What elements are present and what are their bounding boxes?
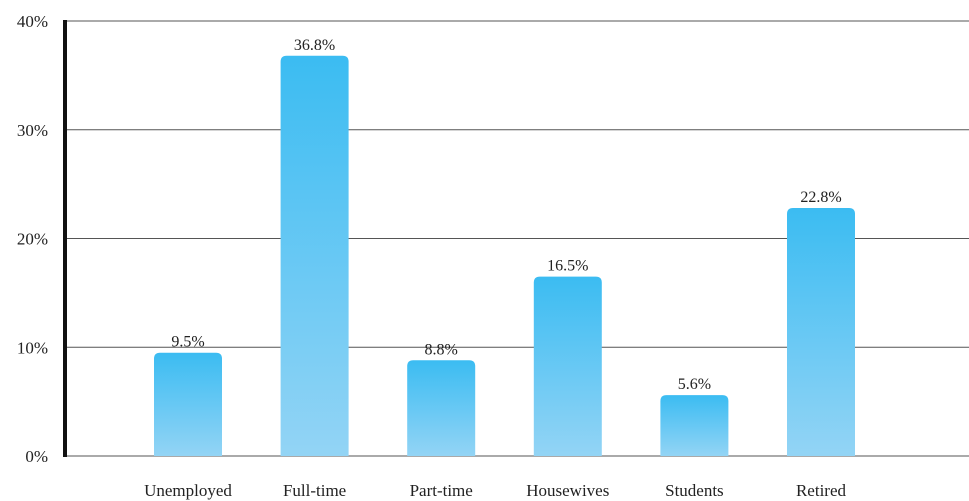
x-category-label: Housewives [526, 481, 609, 500]
x-axis-categories: Unemployed Full-time Part-time Housewives St… [144, 481, 846, 500]
y-axis-ticks: 0% 10% 20% 30% 40% [17, 12, 48, 466]
x-category-label: Retired [796, 481, 847, 500]
data-label: 36.8% [294, 37, 335, 54]
bar-students [660, 395, 729, 456]
x-category-label: Part-time [410, 481, 473, 500]
bar-unemployed [154, 352, 222, 456]
y-tick-label: 10% [17, 338, 48, 357]
bar-full-time [280, 55, 349, 457]
y-tick-label: 30% [17, 121, 48, 140]
data-labels: 9.5% 36.8% 8.8% 16.5% 5.6% 22.8% [171, 37, 841, 393]
y-tick-label: 20% [17, 230, 48, 249]
data-label: 9.5% [171, 334, 204, 351]
data-label: 22.8% [800, 189, 841, 206]
x-category-label: Full-time [283, 481, 346, 500]
data-label: 8.8% [425, 341, 458, 358]
data-label: 5.6% [678, 376, 711, 393]
y-tick-label: 40% [17, 12, 48, 31]
bar-housewives [533, 276, 602, 456]
bars [154, 55, 855, 457]
bar-retired [787, 208, 855, 456]
x-category-label: Students [665, 481, 724, 500]
bar-part-time [407, 360, 476, 456]
data-label: 16.5% [547, 258, 588, 275]
x-category-label: Unemployed [144, 481, 232, 500]
y-tick-label: 0% [25, 447, 48, 466]
